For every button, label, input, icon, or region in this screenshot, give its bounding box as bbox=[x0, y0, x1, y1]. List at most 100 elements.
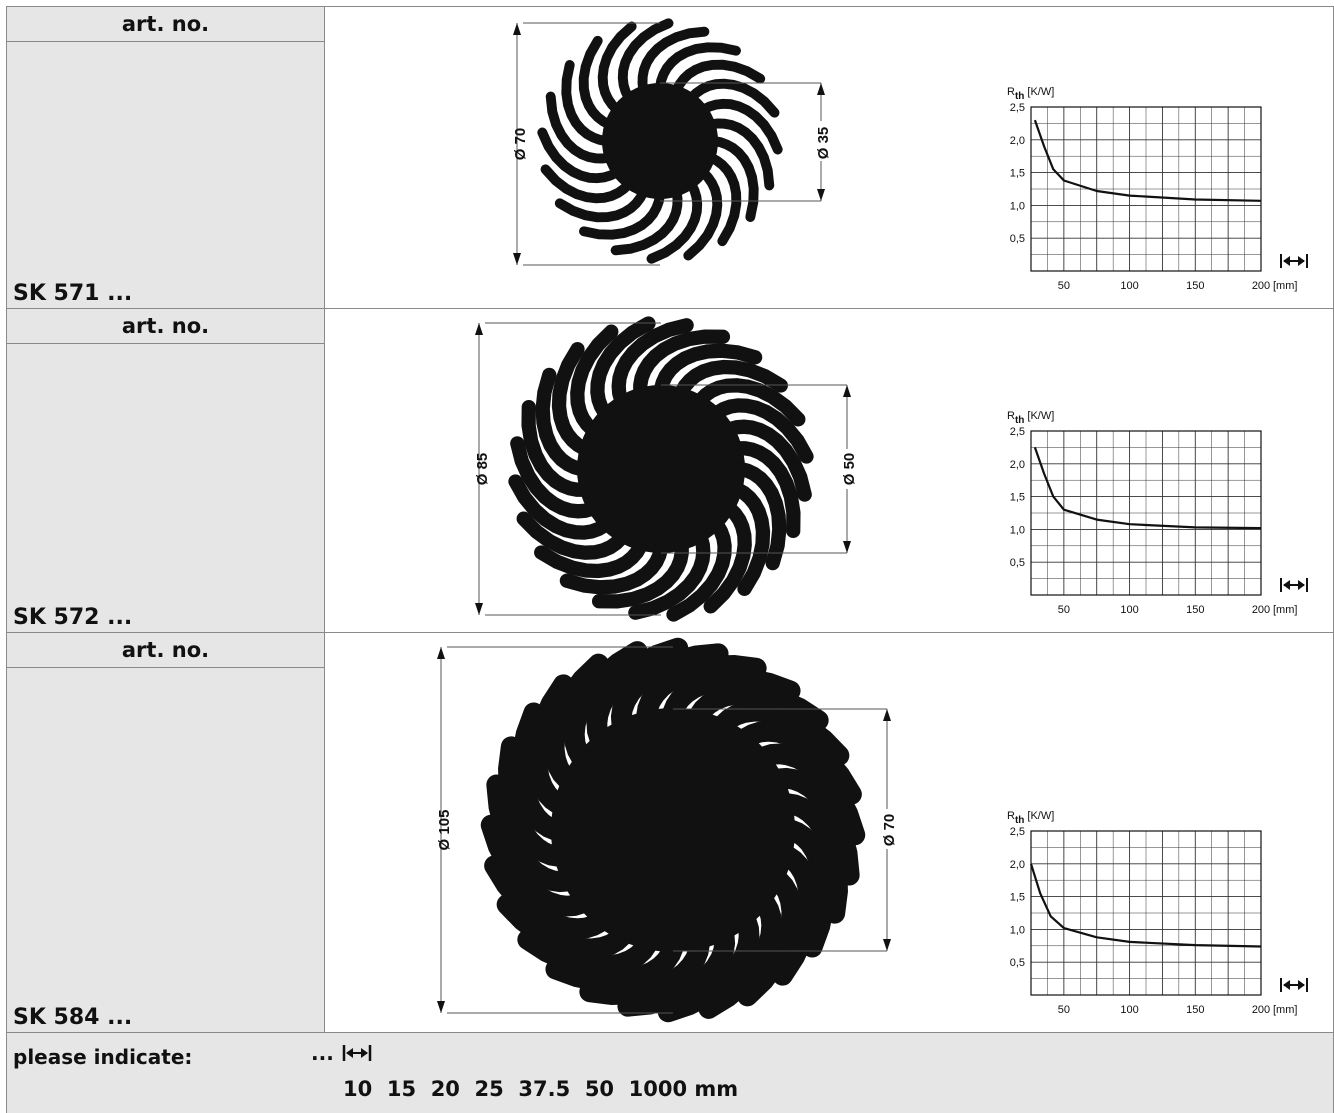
heatsink-fin bbox=[688, 683, 829, 731]
x-tick-label: 100 bbox=[1120, 1004, 1138, 1016]
arrow-down-icon bbox=[475, 603, 483, 615]
heatsink-fin bbox=[653, 343, 763, 397]
x-tick-label: 100 bbox=[1120, 280, 1138, 292]
heatsink-fin bbox=[710, 398, 814, 464]
heatsink-fin bbox=[540, 164, 634, 204]
heatsink-fin bbox=[731, 482, 771, 596]
heatsink-fin bbox=[636, 655, 767, 726]
heatsink-fin bbox=[666, 518, 732, 622]
heatsink-fin bbox=[563, 641, 648, 767]
arrow-down-icon bbox=[437, 1001, 445, 1013]
heatsink-fin bbox=[662, 668, 801, 723]
art-no-header: art. no. bbox=[7, 309, 324, 344]
y-axis-label: Rth [K/W] bbox=[1007, 810, 1054, 826]
ellipsis: ... bbox=[311, 1041, 334, 1065]
heatsink-fin bbox=[686, 78, 780, 118]
heatsink-fin bbox=[698, 893, 783, 1019]
heatsink-fin bbox=[545, 937, 684, 992]
inner-diameter-label: Ø 70 bbox=[881, 814, 898, 847]
heatsink-fin bbox=[736, 720, 862, 805]
heatsink-fin bbox=[633, 329, 731, 399]
arrow-up-icon bbox=[475, 323, 483, 335]
length-arrow-icon bbox=[1280, 578, 1308, 592]
y-axis-label: Rth [K/W] bbox=[1007, 86, 1054, 102]
heatsink-fin bbox=[545, 91, 614, 164]
outer-diameter-label: Ø 105 bbox=[436, 810, 453, 851]
product-drawing-cell: Ø 105 Ø 70 0,5 1,0 1,5 2,0 2,5 50 100 150 200 [mm… bbox=[325, 633, 1333, 1032]
heatsink-drawing: Ø 105 Ø 70 0,5 1,0 1,5 2,0 2,5 50 100 150 200 [mm… bbox=[436, 637, 1308, 1023]
product-sku: SK 584 ... bbox=[13, 1005, 133, 1030]
heatsink-fin bbox=[628, 531, 711, 620]
x-unit-label: [mm] bbox=[1273, 604, 1297, 616]
heatsink-core bbox=[577, 385, 745, 553]
x-tick-label: 200 bbox=[1252, 1004, 1270, 1016]
product-row-sk571: art. no. SK 571 ... Ø 70 bbox=[7, 7, 1333, 309]
heatsink-fin bbox=[646, 179, 703, 264]
heatsink-fin bbox=[777, 793, 848, 924]
product-info-cell: art. no. SK 584 ... bbox=[7, 633, 325, 1032]
chart-frame bbox=[1030, 106, 1262, 272]
heatsink-profile bbox=[537, 18, 783, 264]
heatsink-fin bbox=[486, 774, 578, 893]
please-indicate-label: please indicate: bbox=[13, 1045, 193, 1069]
heatsink-fin bbox=[768, 767, 860, 886]
arrow-up-icon bbox=[883, 709, 891, 721]
y-tick-label: 2,0 bbox=[1010, 135, 1025, 147]
y-tick-label: 1,0 bbox=[1010, 924, 1025, 936]
heatsink-fin bbox=[508, 474, 612, 540]
heatsink-fin bbox=[586, 637, 689, 749]
product-drawing-cell: Ø 85 Ø 50 0,5 1,0 1,5 2,0 2,5 50 100 150 200 [mm]… bbox=[325, 309, 1333, 632]
label-bg bbox=[839, 449, 855, 489]
rth-curve bbox=[1033, 447, 1262, 530]
heatsink-fin bbox=[511, 702, 566, 841]
heatsink-fin bbox=[683, 167, 723, 261]
heatsink-fin bbox=[706, 118, 775, 191]
heatsink-fin bbox=[484, 855, 610, 940]
rth-chart: 0,5 1,0 1,5 2,0 2,5 50 100 150 200 [mm] Rth [K/W] bbox=[1007, 86, 1308, 292]
heatsink-fin bbox=[554, 187, 649, 223]
product-info-cell: art. no. SK 571 ... bbox=[7, 7, 325, 308]
arrow-up-icon bbox=[817, 83, 825, 95]
x-tick-label: 150 bbox=[1186, 280, 1204, 292]
x-unit-label: [mm] bbox=[1273, 1004, 1297, 1016]
heatsink-fin bbox=[521, 399, 591, 497]
heatsink-profile bbox=[508, 316, 814, 622]
x-tick-label: 150 bbox=[1186, 1004, 1204, 1016]
heatsink-fin bbox=[637, 26, 710, 95]
rth-curve bbox=[1033, 119, 1262, 202]
y-tick-label: 2,5 bbox=[1010, 826, 1025, 838]
length-arrow-icon bbox=[342, 1045, 372, 1061]
y-tick-label: 1,5 bbox=[1010, 892, 1025, 904]
heatsink-fin bbox=[516, 511, 629, 560]
heatsink-fin bbox=[709, 136, 759, 222]
outer-diameter-label: Ø 85 bbox=[474, 453, 491, 486]
y-tick-label: 0,5 bbox=[1010, 957, 1025, 969]
heatsink-fin bbox=[535, 367, 589, 477]
available-lengths: 10 15 20 25 37.5 50 1000 mm bbox=[343, 1077, 739, 1101]
outer-diameter-label: Ø 70 bbox=[512, 128, 529, 161]
product-sku: SK 571 ... bbox=[13, 281, 133, 306]
y-tick-label: 2,0 bbox=[1010, 459, 1025, 471]
product-info-cell: art. no. SK 572 ... bbox=[7, 309, 325, 632]
outer-diameter-dimension bbox=[440, 646, 673, 1014]
x-tick-label: 50 bbox=[1058, 604, 1070, 616]
heatsink-profile bbox=[480, 637, 866, 1023]
product-row-sk572: art. no. SK 572 ... Ø 85 bbox=[7, 309, 1333, 633]
x-tick-label: 200 bbox=[1252, 280, 1270, 292]
heatsink-fin bbox=[610, 643, 729, 735]
y-tick-label: 1,5 bbox=[1010, 168, 1025, 180]
heatsink-core bbox=[602, 83, 718, 199]
y-axis-label: Rth [K/W] bbox=[1007, 410, 1054, 426]
outer-diameter-dimension bbox=[516, 22, 660, 266]
heatsink-core bbox=[551, 708, 795, 952]
length-arrow-icon bbox=[1280, 254, 1308, 268]
product-sku: SK 572 ... bbox=[13, 605, 133, 630]
heatsink-fin bbox=[703, 501, 752, 614]
heatsink-fin bbox=[579, 934, 710, 1005]
arrow-up-icon bbox=[513, 23, 521, 35]
inner-diameter-label: Ø 50 bbox=[841, 453, 858, 486]
heatsink-fin bbox=[617, 925, 736, 1017]
product-row-sk584: art. no. SK 584 ... Ø 105 bbox=[7, 633, 1333, 1033]
heatsink-fin bbox=[543, 653, 609, 790]
heatsink-fin bbox=[579, 190, 665, 240]
